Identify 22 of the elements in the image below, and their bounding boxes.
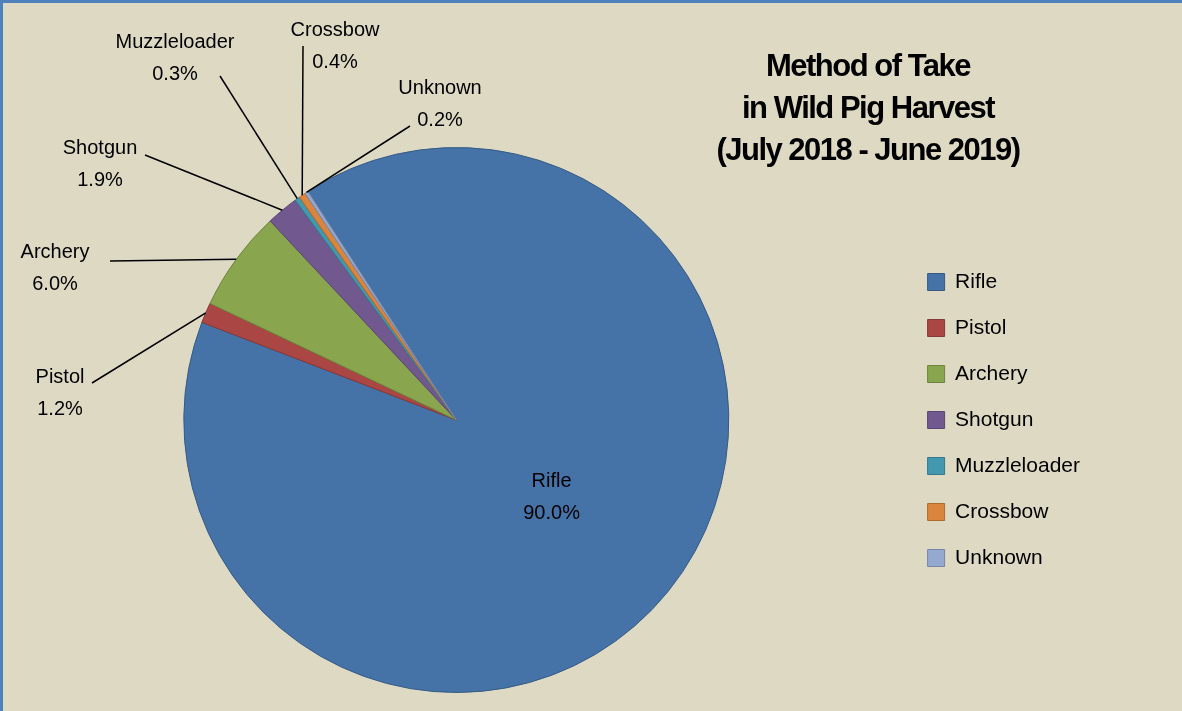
legend-label: Crossbow (955, 498, 1050, 522)
data-label: 1.2% (37, 396, 84, 419)
legend-label: Unknown (955, 544, 1043, 568)
data-label: 6.0% (32, 271, 79, 294)
data-label: 90.0% (523, 500, 581, 523)
data-label: 1.9% (77, 167, 124, 190)
text: Method of Take in Wild Pig Harvest (July 2018 - June 2019) (715, 47, 1021, 169)
data-label: 0.2% (417, 107, 464, 130)
slice-label: Pistol (35, 364, 85, 387)
legend-label: Muzzleloader (955, 452, 1081, 476)
slice-label: Shotgun (62, 135, 138, 158)
legend-label: Archery (955, 360, 1028, 384)
slice-label: Muzzleloader (115, 29, 235, 52)
data-label: 0.4% (312, 49, 359, 72)
slice-label: Archery (20, 239, 90, 262)
legend-label: Shotgun (955, 406, 1034, 430)
data-label: 0.3% (152, 61, 199, 84)
legend-label: Pistol (955, 314, 1007, 338)
slice-label: Rifle (531, 468, 572, 491)
slice-label: Unknown (398, 75, 482, 98)
slice-label: Crossbow (290, 17, 381, 40)
legend-label: Rifle (955, 268, 998, 292)
